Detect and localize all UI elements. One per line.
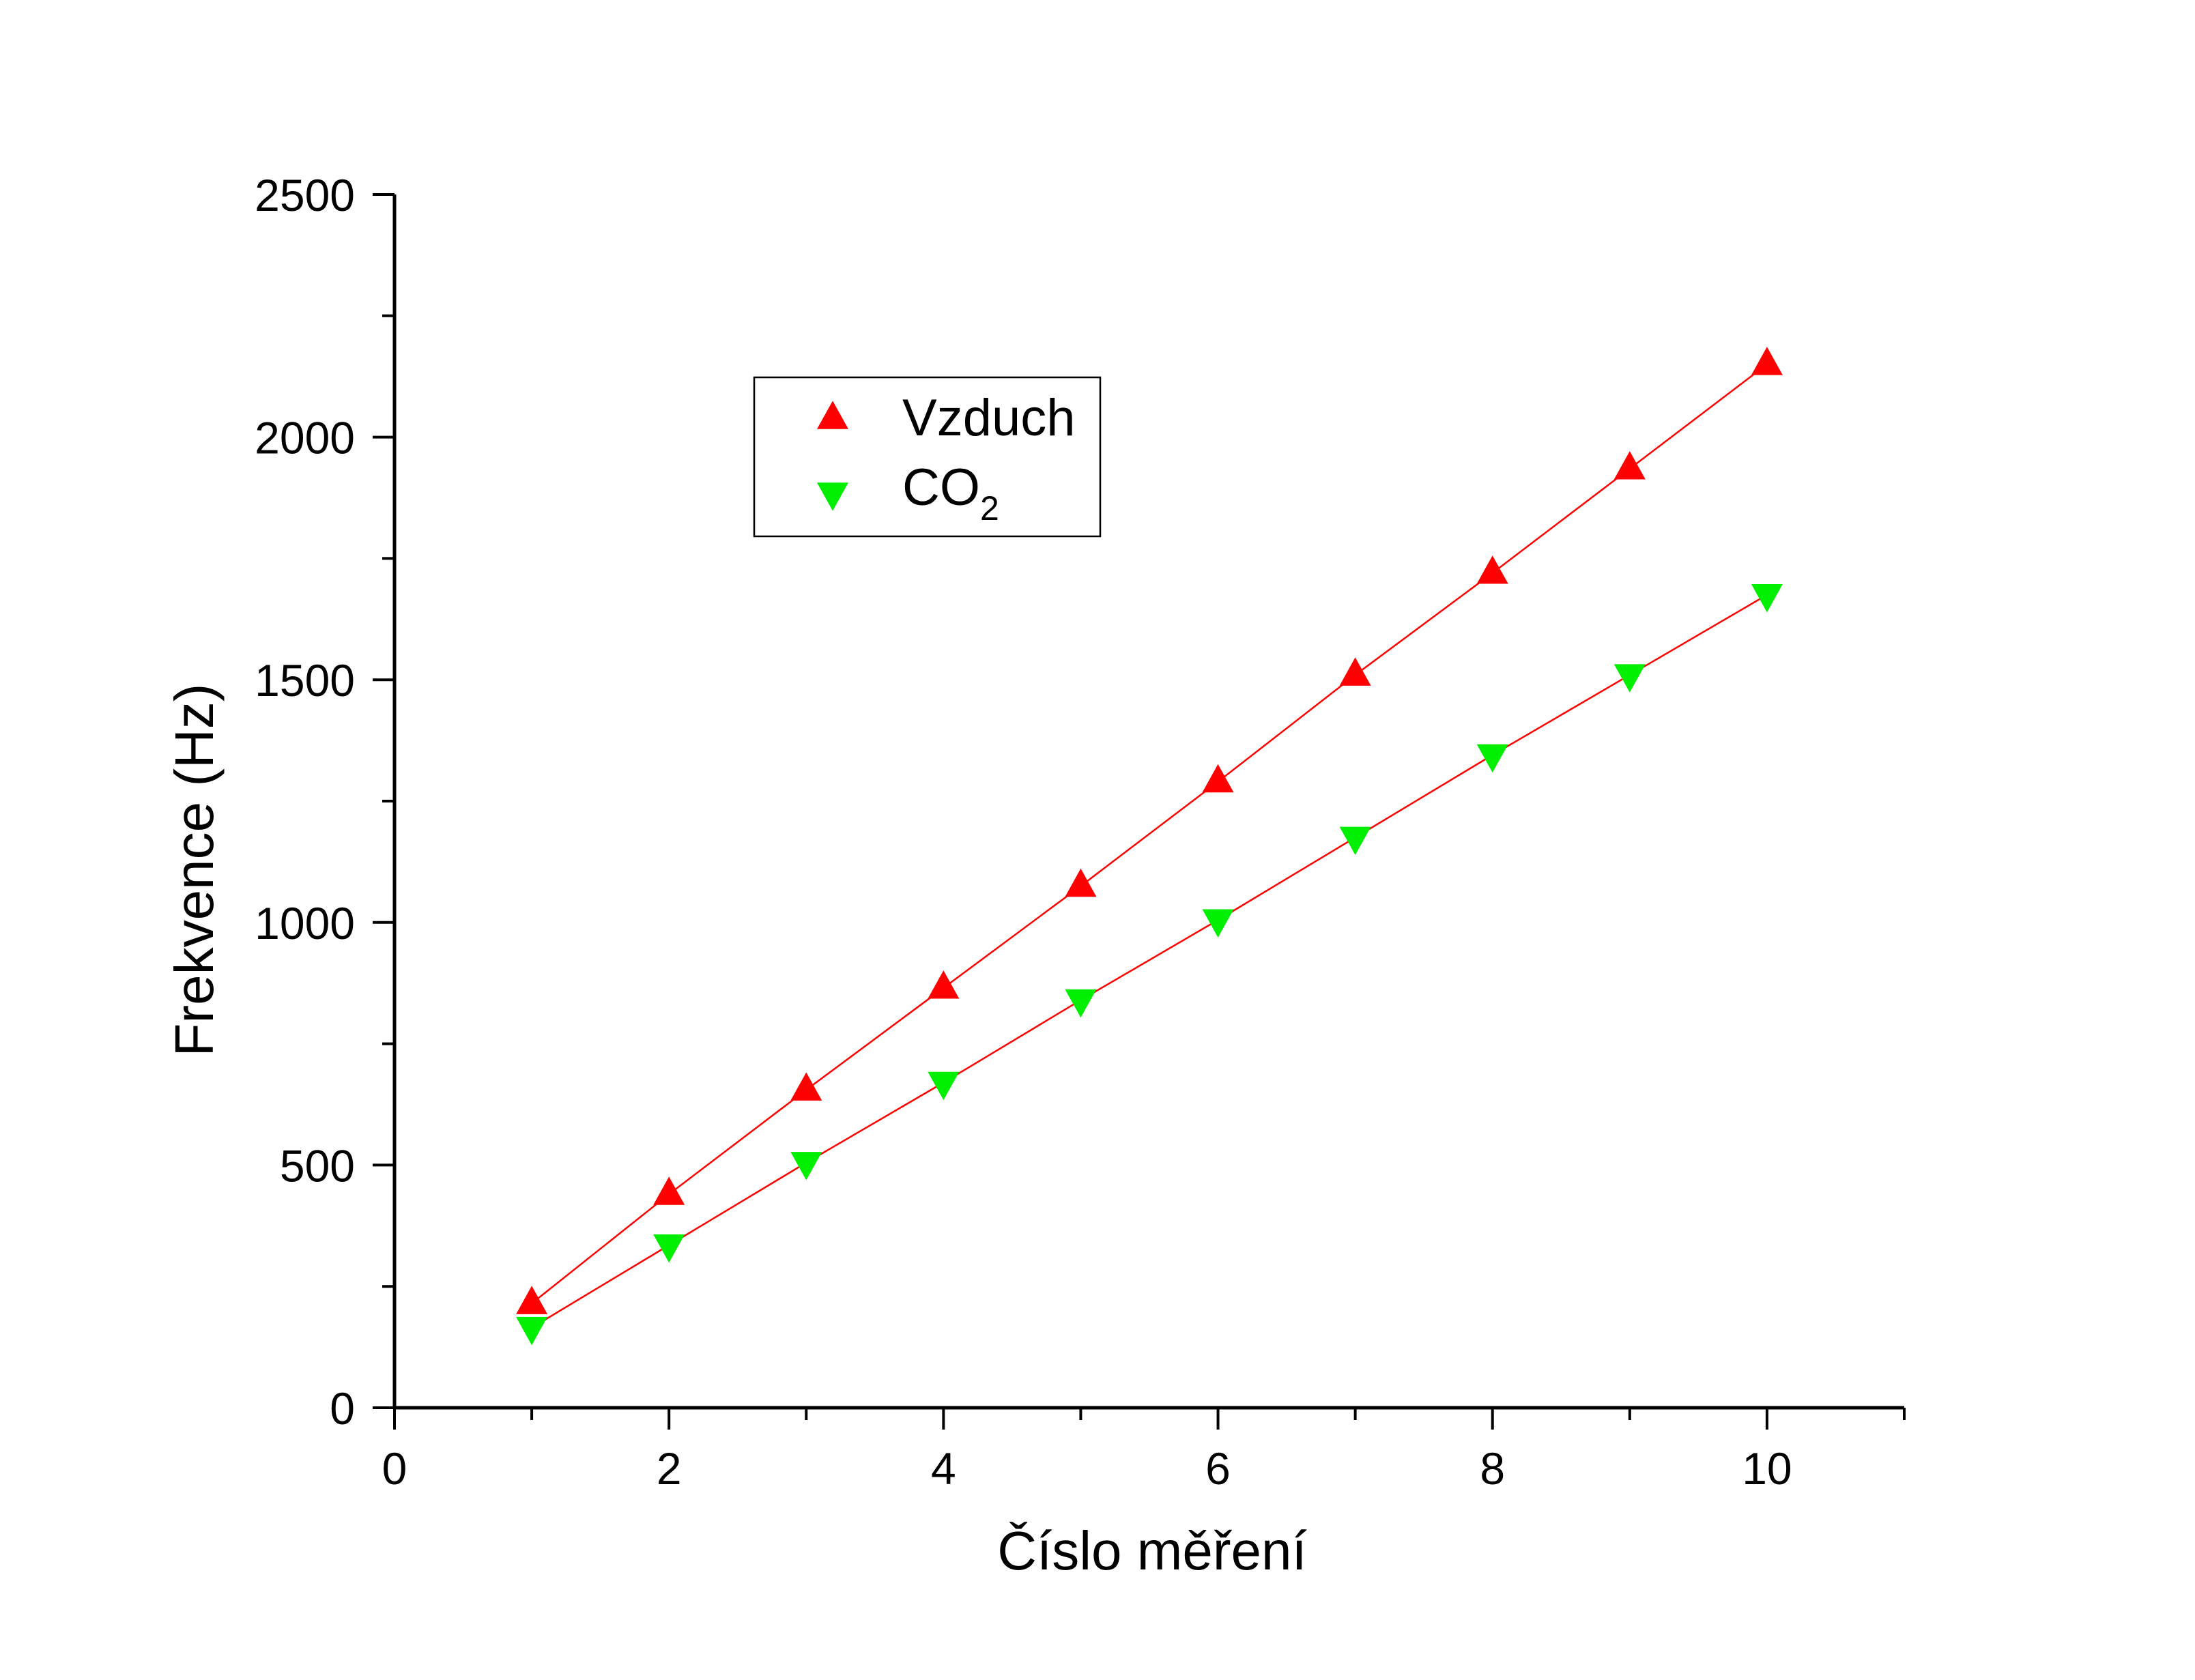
data-point-vzduch — [1065, 868, 1097, 897]
data-point-co2 — [1476, 744, 1508, 773]
data-point-co2 — [1202, 909, 1234, 938]
x-tick-label: 0 — [382, 1443, 407, 1494]
legend-label-co2-subscript: 2 — [980, 489, 999, 527]
y-tick-label: 2000 — [255, 413, 355, 463]
legend-marker-vzduch — [817, 401, 848, 429]
y-tick-label: 0 — [330, 1383, 355, 1434]
fit-lines — [531, 363, 1768, 1329]
x-tick-label: 6 — [1205, 1443, 1231, 1494]
x-tick-label: 4 — [931, 1443, 956, 1494]
x-tick-label: 8 — [1480, 1443, 1505, 1494]
legend-label-co2-main: CO — [902, 459, 980, 517]
axes — [392, 194, 1904, 1410]
data-point-co2 — [928, 1071, 960, 1101]
data-point-vzduch — [1613, 451, 1646, 480]
data-point-co2 — [1339, 826, 1371, 856]
ticks: 0 2 4 6 8 10 0 500 1000 1500 2000 2500 — [255, 170, 1906, 1494]
data-point-co2 — [790, 1152, 822, 1181]
data-point-vzduch — [653, 1176, 685, 1205]
data-point-vzduch — [790, 1072, 822, 1101]
data-point-co2 — [516, 1316, 548, 1346]
x-tick-label: 2 — [657, 1443, 682, 1494]
data-point-co2 — [1751, 584, 1783, 613]
data-point-co2 — [653, 1234, 685, 1263]
data-point-vzduch — [1476, 555, 1508, 584]
fit-line-co2 — [531, 594, 1768, 1329]
x-tick-label: 10 — [1742, 1443, 1792, 1494]
data-point-vzduch — [516, 1286, 548, 1314]
y-tick-label: 1500 — [255, 655, 355, 706]
y-axis-title: Frekvence (Hz) — [164, 684, 225, 1057]
legend-box — [753, 376, 1102, 538]
data-point-vzduch — [1339, 657, 1371, 686]
data-point-vzduch — [928, 970, 960, 999]
legend-label-co2: CO2 — [902, 459, 999, 527]
y-tick-label: 1000 — [255, 898, 355, 948]
data-points — [516, 347, 1783, 1346]
legend-markers — [817, 401, 848, 511]
legend: Vzduch CO2 — [753, 376, 1102, 538]
legend-marker-co2 — [817, 482, 848, 511]
y-tick-label: 500 — [280, 1140, 355, 1191]
data-point-vzduch — [1751, 347, 1783, 375]
data-point-co2 — [1613, 664, 1646, 693]
y-tick-label: 2500 — [255, 170, 355, 220]
data-point-co2 — [1065, 989, 1097, 1018]
legend-label-vzduch: Vzduch — [902, 389, 1076, 447]
fit-line-vzduch — [531, 363, 1768, 1305]
x-axis-title: Číslo měření — [997, 1520, 1306, 1581]
data-point-vzduch — [1202, 764, 1234, 793]
